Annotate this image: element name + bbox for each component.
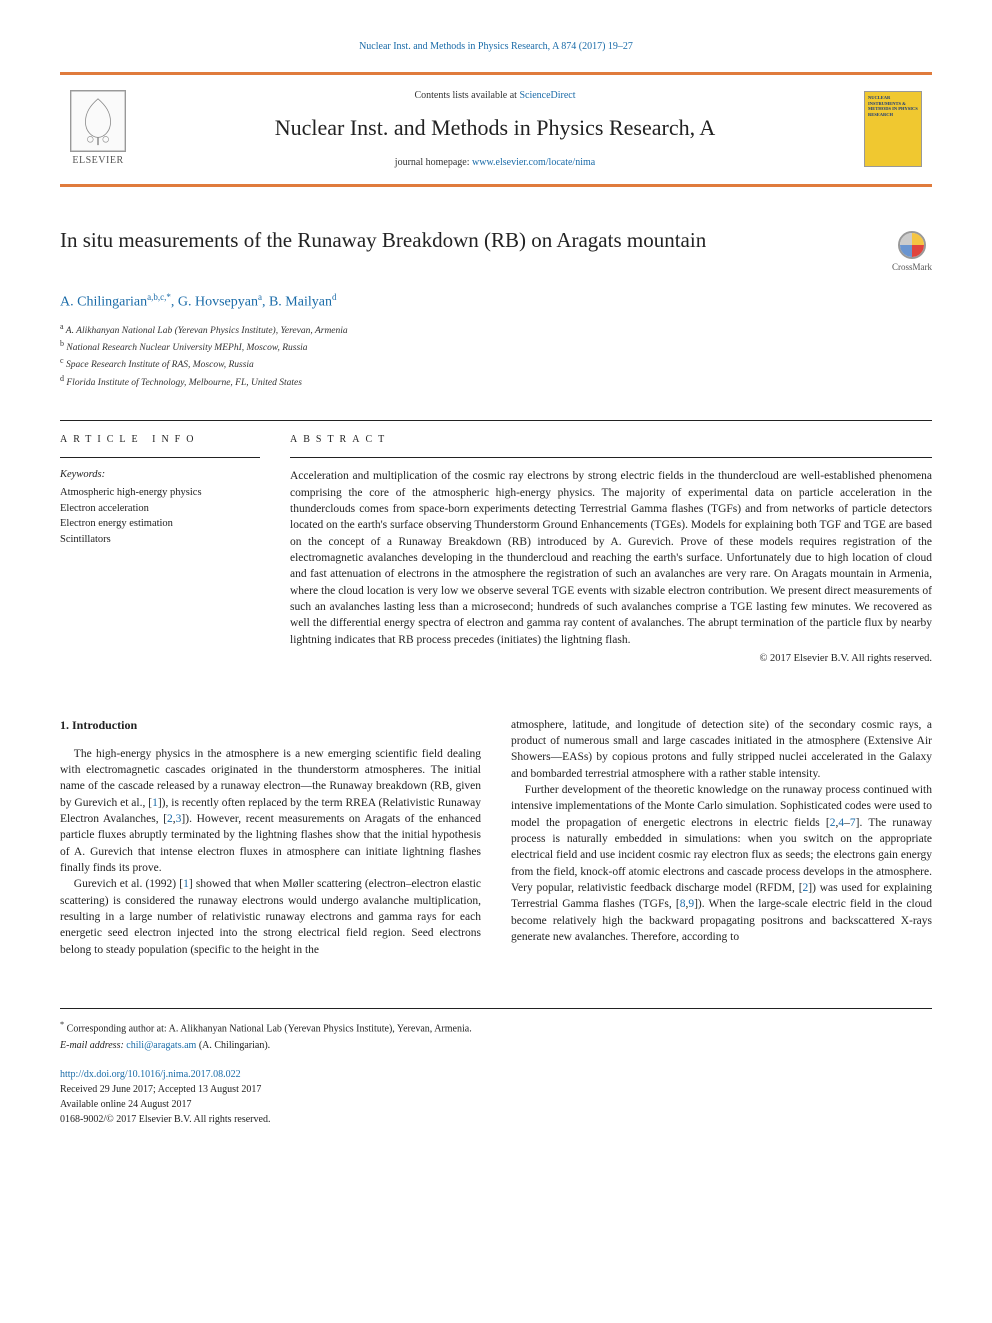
corresponding-author: * Corresponding author at: A. Alikhanyan… <box>60 1019 932 1036</box>
elsevier-tree-icon <box>70 90 126 152</box>
available-line: Available online 24 August 2017 <box>60 1097 932 1112</box>
journal-header: ELSEVIER Contents lists available at Sci… <box>60 72 932 187</box>
homepage-line: journal homepage: www.elsevier.com/locat… <box>144 156 846 170</box>
keyword: Electron acceleration <box>60 501 260 517</box>
section-heading-intro: 1. Introduction <box>60 717 481 734</box>
intro-para-1: The high-energy physics in the atmospher… <box>60 746 481 877</box>
sep: , <box>262 295 269 310</box>
elsevier-label: ELSEVIER <box>72 154 123 168</box>
contents-prefix: Contents lists available at <box>414 90 519 101</box>
keywords-list: Atmospheric high-energy physics Electron… <box>60 485 260 548</box>
sciencedirect-link[interactable]: ScienceDirect <box>519 90 575 101</box>
intro-para-2: Gurevich et al. (1992) [1] showed that w… <box>60 876 481 958</box>
affiliation-b: b National Research Nuclear University M… <box>60 338 932 355</box>
affiliations: a A. Alikhanyan National Lab (Yerevan Ph… <box>60 321 932 391</box>
homepage-prefix: journal homepage: <box>395 157 472 168</box>
article-info-label: ARTICLE INFO <box>60 433 260 447</box>
body-column-right: atmosphere, latitude, and longitude of d… <box>511 717 932 958</box>
issn-copyright: 0168-9002/© 2017 Elsevier B.V. All right… <box>60 1112 932 1127</box>
email-label: E-mail address: <box>60 1040 126 1051</box>
keyword: Electron energy estimation <box>60 516 260 532</box>
email-link[interactable]: chili@aragats.am <box>126 1040 196 1051</box>
affiliation-d: d Florida Institute of Technology, Melbo… <box>60 373 932 390</box>
author-3[interactable]: B. Mailyan <box>269 295 332 310</box>
affiliation-c: c Space Research Institute of RAS, Mosco… <box>60 355 932 372</box>
elsevier-logo: ELSEVIER <box>70 90 126 168</box>
intro-para-3: Further development of the theoretic kno… <box>511 782 932 945</box>
affiliation-a: a A. Alikhanyan National Lab (Yerevan Ph… <box>60 321 932 338</box>
citation-line: Nuclear Inst. and Methods in Physics Res… <box>60 40 932 54</box>
email-line: E-mail address: chili@aragats.am (A. Chi… <box>60 1038 932 1053</box>
cover-title: NUCLEAR INSTRUMENTS & METHODS IN PHYSICS… <box>868 95 918 117</box>
abstract-column: ABSTRACT Acceleration and multiplication… <box>290 421 932 666</box>
intro-para-2-cont: atmosphere, latitude, and longitude of d… <box>511 717 932 782</box>
received-line: Received 29 June 2017; Accepted 13 Augus… <box>60 1082 932 1097</box>
keyword: Atmospheric high-energy physics <box>60 485 260 501</box>
journal-cover-icon: NUCLEAR INSTRUMENTS & METHODS IN PHYSICS… <box>864 91 922 167</box>
author-1-aff: a,b,c, <box>147 292 166 302</box>
abstract-text: Acceleration and multiplication of the c… <box>290 468 932 648</box>
doi-block: http://dx.doi.org/10.1016/j.nima.2017.08… <box>60 1067 932 1127</box>
keywords-label: Keywords: <box>60 468 260 483</box>
body-columns: 1. Introduction The high-energy physics … <box>60 717 932 958</box>
abstract-label: ABSTRACT <box>290 433 932 447</box>
crossmark-icon <box>898 231 926 259</box>
author-2[interactable]: G. Hovsepyan <box>178 295 258 310</box>
homepage-link[interactable]: www.elsevier.com/locate/nima <box>472 157 595 168</box>
contents-line: Contents lists available at ScienceDirec… <box>144 89 846 103</box>
body-column-left: 1. Introduction The high-energy physics … <box>60 717 481 958</box>
header-center: Contents lists available at ScienceDirec… <box>144 89 846 170</box>
keyword: Scintillators <box>60 532 260 548</box>
article-title: In situ measurements of the Runaway Brea… <box>60 227 872 254</box>
authors-line: A. Chilingariana,b,c,*, G. Hovsepyana, B… <box>60 291 932 312</box>
article-info-column: ARTICLE INFO Keywords: Atmospheric high-… <box>60 421 260 666</box>
email-author: (A. Chilingarian). <box>196 1040 270 1051</box>
doi-link[interactable]: http://dx.doi.org/10.1016/j.nima.2017.08… <box>60 1067 932 1082</box>
footer-correspondence: * Corresponding author at: A. Alikhanyan… <box>60 1008 932 1053</box>
abstract-copyright: © 2017 Elsevier B.V. All rights reserved… <box>290 652 932 667</box>
crossmark-badge[interactable]: CrossMark <box>892 227 932 274</box>
crossmark-label: CrossMark <box>892 261 932 274</box>
journal-name: Nuclear Inst. and Methods in Physics Res… <box>144 113 846 144</box>
author-3-aff: d <box>332 292 337 302</box>
sep: , <box>171 295 178 310</box>
author-1[interactable]: A. Chilingarian <box>60 295 147 310</box>
